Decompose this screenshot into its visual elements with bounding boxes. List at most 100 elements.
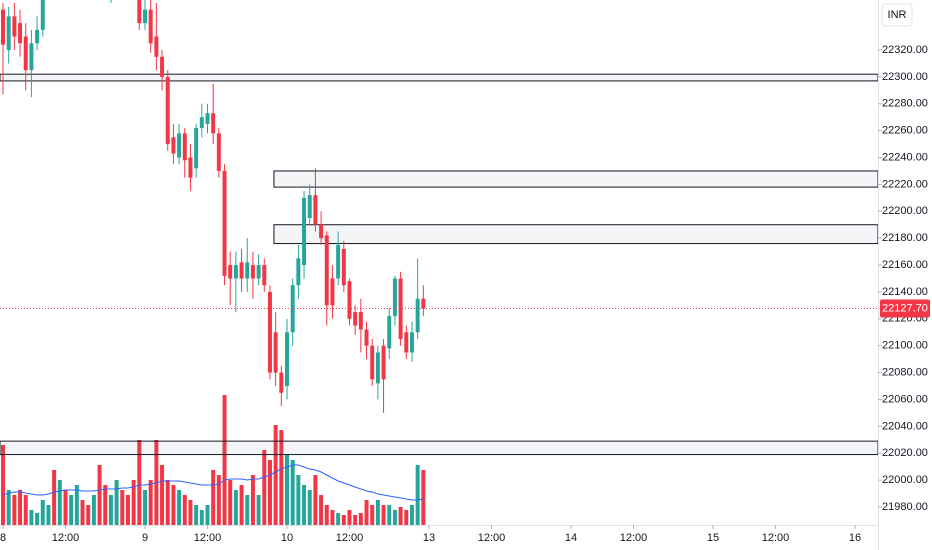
candle-body bbox=[205, 113, 210, 124]
volume-bar bbox=[370, 505, 375, 525]
candle-body bbox=[404, 332, 409, 353]
candle-body bbox=[302, 197, 307, 266]
volume-bar bbox=[398, 507, 403, 525]
y-tick-label: 22080.00 bbox=[882, 366, 928, 378]
volume-bar bbox=[29, 510, 34, 525]
x-tick-label: 12:00 bbox=[478, 532, 506, 544]
candle-body bbox=[160, 56, 165, 77]
volume-bar bbox=[381, 505, 386, 525]
currency-box[interactable] bbox=[881, 3, 913, 27]
x-tick-label: 13 bbox=[423, 532, 435, 544]
volume-bar bbox=[285, 455, 289, 525]
volume-bar bbox=[205, 505, 210, 525]
y-tick-label: 22220.00 bbox=[882, 178, 928, 190]
candle-body bbox=[347, 281, 352, 319]
candle-body bbox=[154, 36, 159, 57]
volume-bar bbox=[18, 490, 23, 525]
candle-body bbox=[148, 9, 153, 44]
volume-bar bbox=[421, 470, 426, 525]
y-tick-label: 22000.00 bbox=[882, 474, 928, 486]
y-tick-label: 22160.00 bbox=[882, 259, 928, 271]
volume-bar bbox=[358, 513, 363, 525]
candle-body bbox=[165, 76, 170, 145]
volume-bar bbox=[108, 495, 113, 525]
volume-bar bbox=[188, 500, 193, 525]
volume-bar bbox=[125, 495, 130, 525]
volume-bar bbox=[353, 515, 358, 525]
volume-bar bbox=[46, 505, 51, 525]
volume-bar bbox=[330, 510, 335, 525]
y-tick-label: 22260.00 bbox=[882, 125, 928, 137]
candle-body bbox=[370, 345, 375, 380]
x-tick-label: 12:00 bbox=[52, 532, 80, 544]
candle-body bbox=[330, 278, 335, 306]
candle-body bbox=[6, 16, 11, 50]
candle-body bbox=[171, 137, 176, 154]
y-tick-label: 22020.00 bbox=[882, 447, 928, 459]
zone bbox=[0, 73, 878, 82]
candle-body bbox=[421, 298, 426, 309]
y-tick-label: 22060.00 bbox=[882, 393, 928, 405]
candle-body bbox=[398, 278, 403, 339]
volume-bar bbox=[35, 513, 40, 525]
candle-body bbox=[353, 312, 358, 326]
volume-bar bbox=[245, 495, 250, 525]
candle-body bbox=[239, 262, 244, 279]
volume-bar bbox=[63, 490, 68, 525]
candle-body bbox=[12, 16, 17, 37]
x-tick-label: 15 bbox=[707, 532, 719, 544]
x-tick-label: 9 bbox=[142, 532, 148, 544]
volume-bar bbox=[148, 480, 153, 525]
candle-body bbox=[233, 265, 238, 279]
volume-bar bbox=[302, 485, 307, 525]
volume-bar bbox=[143, 490, 147, 525]
candle-body bbox=[324, 235, 329, 306]
volume-bar bbox=[233, 490, 238, 525]
volume-bar bbox=[239, 485, 244, 525]
volume-bar bbox=[324, 505, 329, 525]
last-price-box bbox=[880, 299, 930, 318]
y-tick-label: 22280.00 bbox=[882, 98, 928, 110]
volume-bar bbox=[57, 480, 62, 525]
volume-bar bbox=[409, 505, 414, 525]
volume-bar bbox=[313, 475, 318, 525]
volume-bar bbox=[336, 513, 341, 525]
x-tick-label: 12:00 bbox=[336, 532, 364, 544]
candle-body bbox=[137, 0, 142, 24]
candle-body bbox=[375, 352, 380, 384]
volume-bar bbox=[228, 480, 233, 525]
volume-bar bbox=[52, 470, 57, 525]
zone bbox=[0, 440, 878, 456]
y-tick-label: 22100.00 bbox=[882, 340, 928, 352]
volume-bar bbox=[171, 485, 176, 525]
volume-bar bbox=[120, 490, 125, 525]
volume-bar bbox=[307, 490, 312, 525]
y-tick-label: 22300.00 bbox=[882, 71, 928, 83]
candle-body bbox=[194, 127, 199, 169]
candle-body bbox=[336, 244, 341, 279]
y-tick-label: 22040.00 bbox=[882, 420, 928, 432]
candle-body bbox=[415, 298, 420, 333]
volume-bar bbox=[6, 490, 11, 525]
volume-bar bbox=[262, 450, 267, 525]
volume-bar bbox=[319, 495, 324, 525]
x-tick-label: 10 bbox=[281, 532, 293, 544]
candle-body bbox=[364, 329, 369, 346]
x-tick-label: 12:00 bbox=[620, 532, 648, 544]
volume-bar bbox=[256, 495, 261, 525]
candle-body bbox=[273, 332, 278, 373]
candle-body bbox=[313, 195, 318, 225]
volume-bar bbox=[347, 510, 352, 525]
candle-body bbox=[40, 0, 45, 30]
volume-bar bbox=[415, 465, 420, 525]
volume-bar bbox=[40, 500, 45, 525]
candle-body bbox=[177, 133, 182, 158]
volume-bar bbox=[74, 485, 79, 525]
candle-body bbox=[409, 332, 414, 353]
candle-body bbox=[35, 29, 40, 44]
volume-bar bbox=[97, 465, 102, 525]
x-tick-label: 14 bbox=[565, 532, 577, 544]
volume-bar bbox=[341, 515, 346, 525]
